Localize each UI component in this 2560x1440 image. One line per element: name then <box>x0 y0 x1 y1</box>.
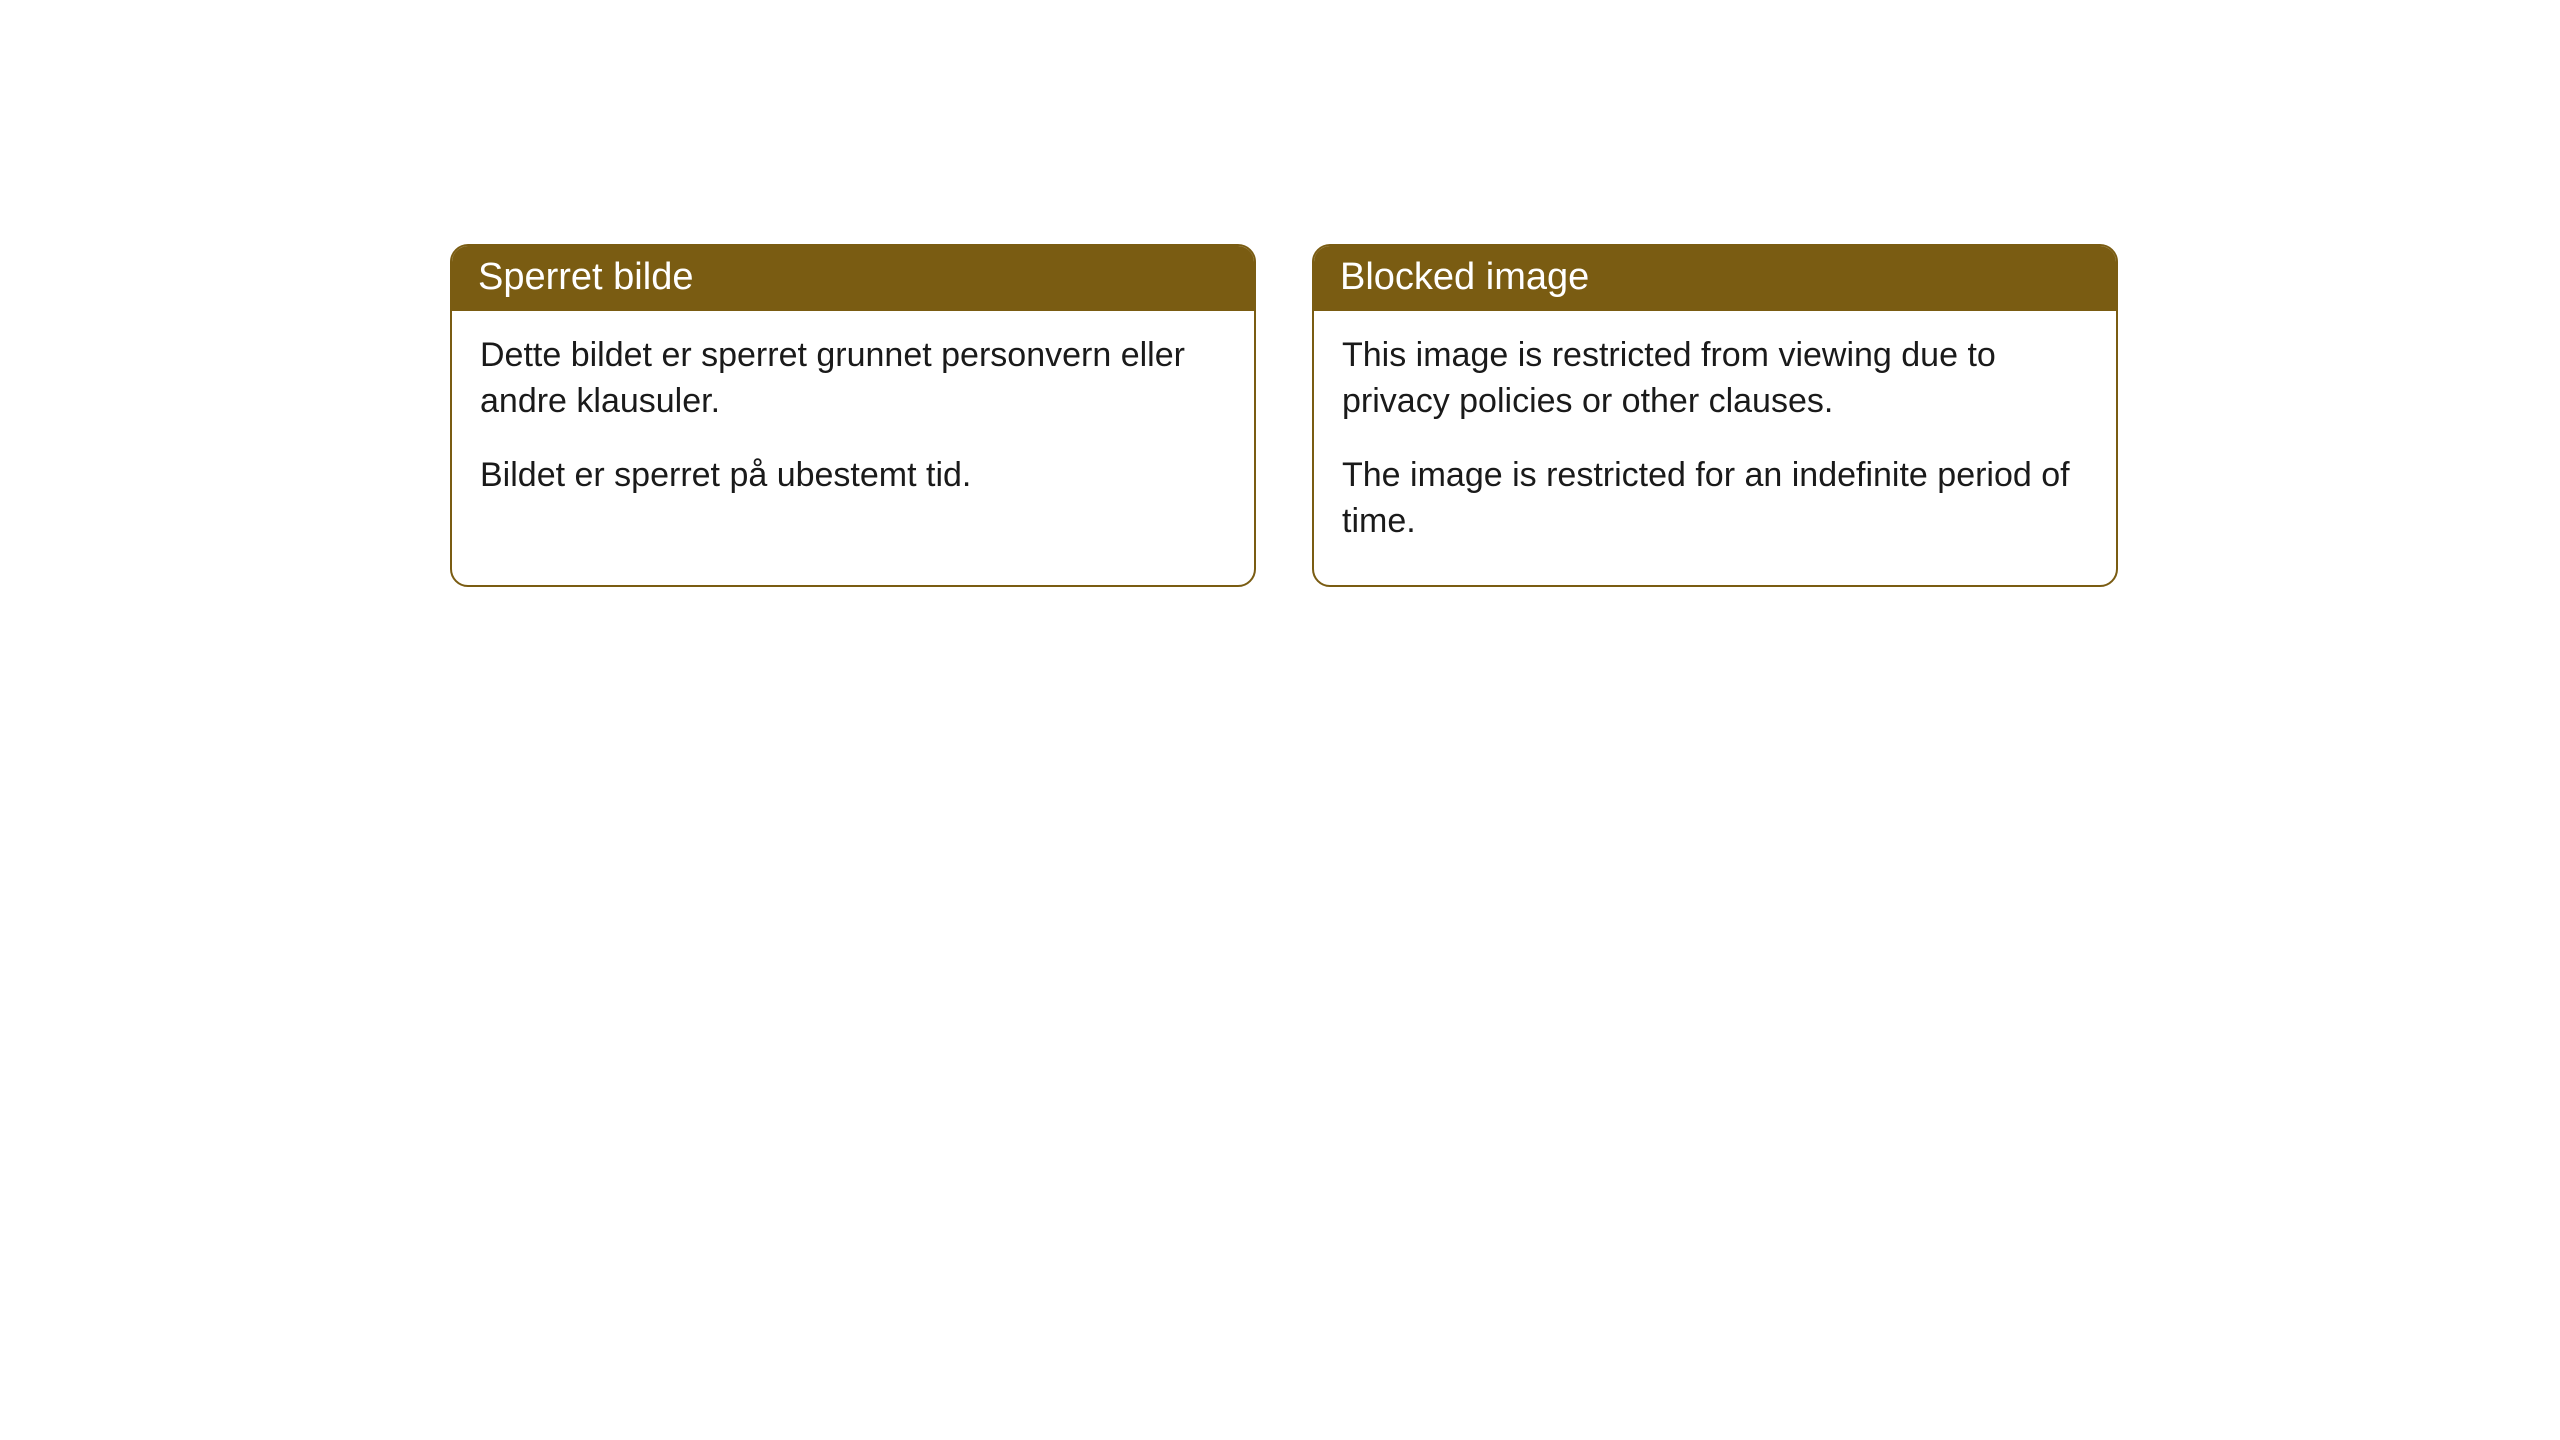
card-title: Blocked image <box>1314 246 2116 311</box>
card-paragraph: This image is restricted from viewing du… <box>1342 333 2088 425</box>
notice-cards-container: Sperret bilde Dette bildet er sperret gr… <box>0 0 2560 587</box>
card-title: Sperret bilde <box>452 246 1254 311</box>
card-paragraph: Bildet er sperret på ubestemt tid. <box>480 453 1226 499</box>
card-paragraph: Dette bildet er sperret grunnet personve… <box>480 333 1226 425</box>
card-paragraph: The image is restricted for an indefinit… <box>1342 453 2088 545</box>
blocked-image-card-norwegian: Sperret bilde Dette bildet er sperret gr… <box>450 244 1256 587</box>
card-body: Dette bildet er sperret grunnet personve… <box>452 311 1254 539</box>
card-body: This image is restricted from viewing du… <box>1314 311 2116 585</box>
blocked-image-card-english: Blocked image This image is restricted f… <box>1312 244 2118 587</box>
